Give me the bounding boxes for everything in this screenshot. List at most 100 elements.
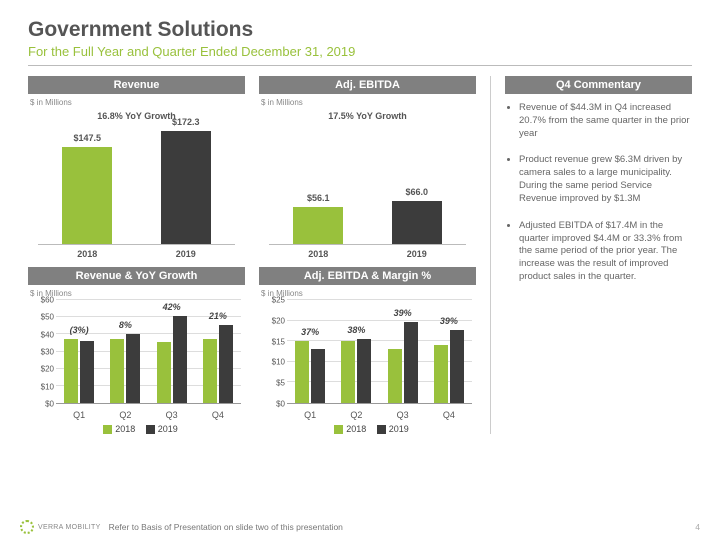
footer: VERRA MOBILITY Refer to Basis of Present…: [0, 520, 720, 534]
bar-2019: [126, 334, 140, 403]
y-tick: $30: [28, 348, 54, 357]
pct-label: 37%: [295, 327, 325, 337]
y-tick: $40: [28, 330, 54, 339]
commentary-item: Product revenue grew $6.3M driven by cam…: [519, 154, 692, 205]
legend-2018: 2018: [346, 424, 366, 434]
bar-2018: [64, 339, 78, 403]
pct-label: 8%: [110, 320, 140, 330]
bar-2019: [311, 349, 325, 403]
legend-swatch-2018: [103, 425, 112, 434]
page-title: Government Solutions: [28, 18, 692, 42]
bar-2018: [341, 341, 355, 403]
xlabel: Q1: [304, 410, 316, 420]
group-Q3: 39%: [388, 322, 418, 403]
legend-swatch-2018: [334, 425, 343, 434]
legend: 2018 2019: [259, 424, 476, 434]
ebitda-fy-chart: 17.5% YoY Growth $56.1 $66.0 2018 2019: [259, 109, 476, 259]
xlabel: Q3: [397, 410, 409, 420]
pct-label: (3%): [64, 325, 94, 335]
group-Q4: 21%: [203, 325, 233, 403]
page-number: 4: [695, 522, 700, 532]
y-tick: $20: [259, 316, 285, 325]
y-tick: $10: [259, 358, 285, 367]
group-Q3: 42%: [157, 316, 187, 403]
pct-label: 42%: [157, 302, 187, 312]
bar-2019: $172.3: [161, 131, 211, 244]
revenue-q-chart: $0$10$20$30$40$50$60(3%)8%42%21%Q1Q2Q3Q4: [28, 300, 245, 420]
units-label: $ in Millions: [261, 98, 476, 107]
legend-swatch-2019: [146, 425, 155, 434]
y-tick: $20: [28, 365, 54, 374]
logo-icon: [20, 520, 34, 534]
revenue-fy-panel: Revenue $ in Millions 16.8% YoY Growth $…: [28, 76, 245, 259]
commentary-item: Adjusted EBITDA of $17.4M in the quarter…: [519, 220, 692, 284]
xlabel: Q2: [350, 410, 362, 420]
ebitda-fy-panel: Adj. EBITDA $ in Millions 17.5% YoY Grow…: [259, 76, 476, 259]
units-label: $ in Millions: [261, 289, 476, 298]
ebitda-growth: 17.5% YoY Growth: [259, 111, 476, 121]
bar-2018: $147.5: [62, 147, 112, 244]
pct-label: 39%: [388, 308, 418, 318]
y-tick: $50: [28, 313, 54, 322]
xlabel: Q1: [73, 410, 85, 420]
xlabel: Q3: [166, 410, 178, 420]
bar-2018: [157, 342, 171, 403]
y-tick: $15: [259, 337, 285, 346]
brand-logo: VERRA MOBILITY: [20, 520, 101, 534]
units-label: $ in Millions: [30, 289, 245, 298]
revenue-title: Revenue: [28, 76, 245, 94]
pct-label: 39%: [434, 316, 464, 326]
group-Q4: 39%: [434, 330, 464, 403]
group-Q2: 38%: [341, 339, 371, 403]
ebitda-q-panel: Adj. EBITDA & Margin % $ in Millions $0 $…: [259, 267, 476, 434]
ebitda-q-title: Adj. EBITDA & Margin %: [259, 267, 476, 285]
brand-name: VERRA MOBILITY: [38, 524, 101, 531]
revenue-q-panel: Revenue & YoY Growth $ in Millions $0 $10…: [28, 267, 245, 434]
xlabel: 2018: [77, 249, 97, 259]
group-Q2: 8%: [110, 334, 140, 403]
revenue-q-title: Revenue & YoY Growth: [28, 267, 245, 285]
bar-2018: [203, 339, 217, 403]
xlabel: 2019: [407, 249, 427, 259]
bar-2019: [173, 316, 187, 403]
legend-2019: 2019: [389, 424, 409, 434]
y-tick: $0: [28, 400, 54, 409]
commentary-item: Revenue of $44.3M in Q4 increased 20.7% …: [519, 102, 692, 140]
y-tick: $0: [259, 400, 285, 409]
units-label: $ in Millions: [30, 98, 245, 107]
revenue-growth: 16.8% YoY Growth: [28, 111, 245, 121]
pct-label: 38%: [341, 325, 371, 335]
bar-2019: [357, 339, 371, 403]
y-tick: $10: [28, 382, 54, 391]
group-Q1: (3%): [64, 339, 94, 403]
footer-note: Refer to Basis of Presentation on slide …: [109, 522, 343, 532]
bar-2019: [219, 325, 233, 403]
ebitda-q-chart: $0$5$10$15$20$2537%38%39%39%Q1Q2Q3Q4: [259, 300, 476, 420]
xlabel: 2018: [308, 249, 328, 259]
bar-2018: [110, 339, 124, 403]
xlabel: Q2: [119, 410, 131, 420]
legend: 2018 2019: [28, 424, 245, 434]
commentary-title: Q4 Commentary: [505, 76, 692, 94]
y-tick: $25: [259, 296, 285, 305]
y-tick: $60: [28, 296, 54, 305]
bar-2019: [450, 330, 464, 403]
commentary-list: Revenue of $44.3M in Q4 increased 20.7% …: [505, 102, 692, 284]
legend-swatch-2019: [377, 425, 386, 434]
bar-2018: $56.1: [293, 207, 343, 244]
legend-2019: 2019: [158, 424, 178, 434]
bar-2018: [295, 341, 309, 403]
bar-2018: [388, 349, 402, 403]
page-subtitle: For the Full Year and Quarter Ended Dece…: [28, 44, 692, 59]
pct-label: 21%: [203, 311, 233, 321]
group-Q1: 37%: [295, 341, 325, 403]
xlabel: Q4: [212, 410, 224, 420]
revenue-fy-chart: 16.8% YoY Growth $147.5$172.3 20182019: [28, 109, 245, 259]
divider: [28, 65, 692, 66]
bar-2018: [434, 345, 448, 403]
ebitda-title: Adj. EBITDA: [259, 76, 476, 94]
bar-2019: [404, 322, 418, 403]
legend-2018: 2018: [115, 424, 135, 434]
y-tick: $5: [259, 379, 285, 388]
bar-2019: $66.0: [392, 201, 442, 244]
